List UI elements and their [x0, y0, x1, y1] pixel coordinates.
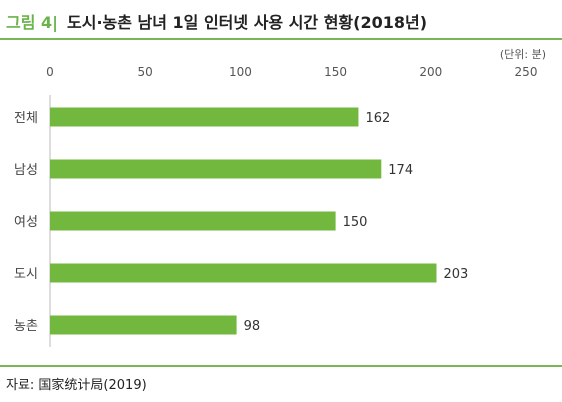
figure-label: 그림 4|: [6, 13, 58, 32]
category-label: 농촌: [14, 319, 38, 334]
source-note: 자료: 国家统计局(2019): [6, 378, 147, 393]
x-tick-label: 200: [419, 65, 442, 79]
x-tick-label: 150: [324, 65, 347, 79]
bar: [50, 263, 437, 283]
x-tick-label: 100: [229, 65, 252, 79]
bar-value-label: 162: [365, 111, 390, 126]
category-label: 여성: [14, 215, 38, 230]
bar-value-label: 98: [244, 319, 261, 334]
bar-value-label: 203: [444, 267, 469, 282]
figure-header: 그림 4| 도시·농촌 남녀 1일 인터넷 사용 시간 현황(2018년): [0, 0, 562, 40]
x-tick-label: 0: [46, 65, 54, 79]
bar: [50, 107, 359, 127]
category-label: 남성: [14, 163, 38, 178]
bar-chart: 0 50 100 150 200 250 전체 162 남성 174 여성 150 도시 203 농촌 98: [14, 65, 538, 347]
x-tick-label: 50: [138, 65, 153, 79]
category-label: 도시: [14, 267, 38, 282]
bar-value-label: 150: [343, 215, 368, 230]
bar: [50, 211, 336, 231]
bottom-rule: [0, 365, 562, 367]
figure-title: 도시·농촌 남녀 1일 인터넷 사용 시간 현황(2018년): [67, 13, 428, 32]
bar-value-label: 174: [388, 163, 413, 178]
top-rule: [0, 38, 562, 40]
bar: [50, 159, 382, 179]
category-label: 전체: [14, 111, 38, 126]
x-tick-label: 250: [515, 65, 538, 79]
bar: [50, 315, 237, 335]
unit-label: (단위: 분): [499, 48, 546, 61]
